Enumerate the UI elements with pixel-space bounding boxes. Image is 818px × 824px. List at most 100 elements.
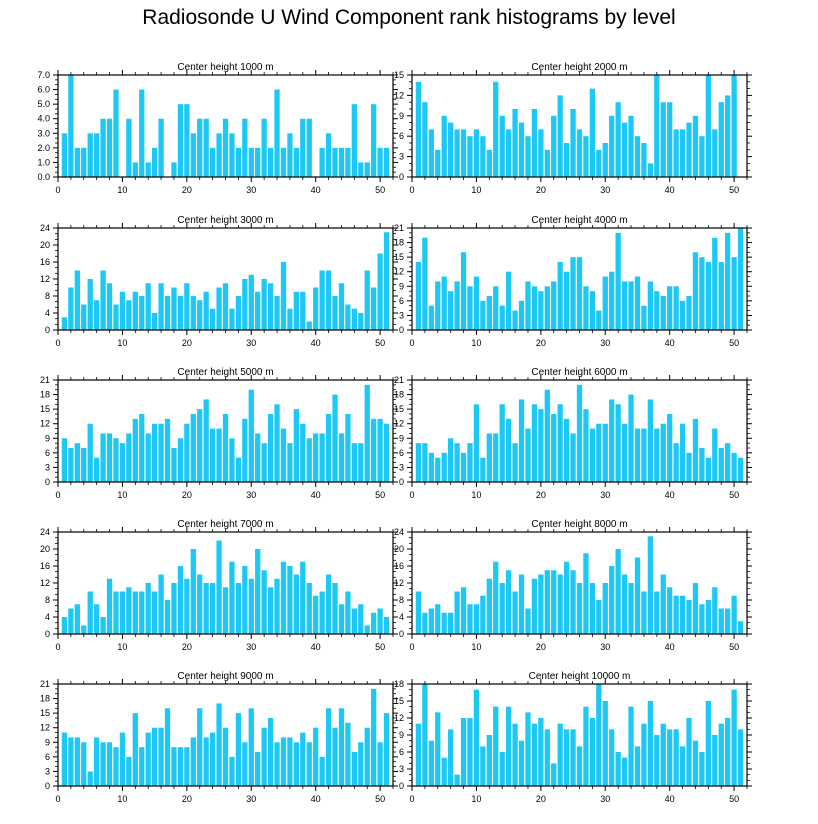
x-tick-label: 10 — [117, 338, 127, 348]
x-tick-label: 0 — [55, 490, 60, 500]
bar — [460, 252, 467, 330]
y-tick-label: 12 — [40, 274, 50, 284]
bar — [499, 752, 505, 786]
bar — [460, 452, 467, 482]
bar — [197, 574, 203, 634]
bar — [531, 286, 538, 330]
bar — [325, 133, 332, 177]
y-tick-label: 9 — [45, 737, 50, 747]
x-tick-label: 0 — [409, 338, 414, 348]
bar — [570, 257, 576, 330]
y-tick-label: 21 — [40, 375, 50, 385]
bar — [209, 428, 216, 482]
bar — [171, 287, 177, 330]
bar — [589, 718, 596, 786]
x-tick-label: 40 — [311, 185, 321, 195]
bar — [358, 443, 364, 482]
x-tick-label: 30 — [246, 490, 256, 500]
bar — [525, 608, 531, 634]
bar — [493, 706, 499, 786]
y-tick-label: 9 — [399, 730, 404, 740]
bar — [448, 612, 454, 634]
bar — [647, 281, 654, 330]
bar — [712, 735, 718, 786]
bar — [100, 433, 106, 482]
bar — [731, 257, 737, 330]
bar — [151, 591, 158, 634]
bar — [274, 404, 280, 482]
bar — [383, 232, 390, 330]
bar — [615, 404, 621, 482]
bar — [332, 394, 338, 482]
bar — [493, 433, 499, 482]
bar — [325, 414, 332, 482]
y-tick-label: 15 — [394, 70, 404, 80]
bar — [441, 276, 447, 330]
bar — [61, 438, 68, 482]
y-tick-label: 8 — [45, 595, 50, 605]
bar — [589, 291, 596, 330]
y-tick-label: 6 — [399, 296, 404, 306]
bar — [293, 147, 300, 177]
x-tick-label: 50 — [729, 794, 739, 804]
bar — [609, 271, 615, 330]
y-tick-label: 0 — [399, 172, 404, 182]
bar — [332, 296, 338, 330]
bar — [338, 604, 345, 634]
y-tick-label: 3.0 — [37, 128, 50, 138]
y-tick-label: 6 — [399, 747, 404, 757]
bar — [94, 300, 100, 330]
bar — [699, 257, 705, 330]
x-tick-label: 10 — [117, 794, 127, 804]
bar — [628, 281, 634, 330]
bar — [229, 756, 235, 786]
bar — [177, 747, 184, 786]
bar — [686, 452, 692, 482]
bar — [100, 118, 106, 177]
bar — [518, 574, 525, 634]
bar — [151, 727, 158, 786]
bar — [126, 433, 132, 482]
bar — [415, 723, 422, 786]
bar — [319, 433, 325, 482]
bar — [106, 283, 113, 330]
bar — [345, 414, 351, 482]
y-tick-label: 4 — [45, 612, 50, 622]
bar — [673, 286, 679, 330]
bar — [667, 414, 673, 482]
bar — [441, 452, 447, 482]
y-tick-label: 8 — [399, 595, 404, 605]
bar — [242, 566, 248, 634]
bar — [486, 578, 492, 634]
bar — [621, 122, 628, 177]
bar — [448, 729, 454, 786]
y-tick-label: 9 — [399, 433, 404, 443]
bar — [184, 104, 190, 177]
bar — [660, 723, 666, 786]
bar — [68, 287, 74, 330]
bar — [81, 448, 87, 482]
bar — [332, 583, 338, 634]
bar — [222, 283, 229, 330]
bar — [151, 313, 158, 330]
y-tick-label: 4 — [45, 308, 50, 318]
bar — [660, 574, 666, 634]
bar — [229, 438, 235, 482]
bar — [557, 404, 563, 482]
bar — [267, 414, 274, 482]
bar — [473, 129, 480, 177]
y-tick-label: 3 — [45, 462, 50, 472]
bar — [609, 399, 615, 482]
bar — [725, 718, 731, 786]
bar — [725, 95, 731, 177]
bar — [229, 308, 235, 330]
bar — [473, 689, 480, 786]
bar — [332, 727, 338, 786]
bar — [171, 583, 177, 634]
bar — [248, 389, 254, 482]
y-tick-label: 12 — [394, 267, 404, 277]
bar — [609, 729, 615, 786]
y-tick-label: 6 — [45, 448, 50, 458]
bar — [184, 283, 190, 330]
bar — [718, 102, 724, 177]
